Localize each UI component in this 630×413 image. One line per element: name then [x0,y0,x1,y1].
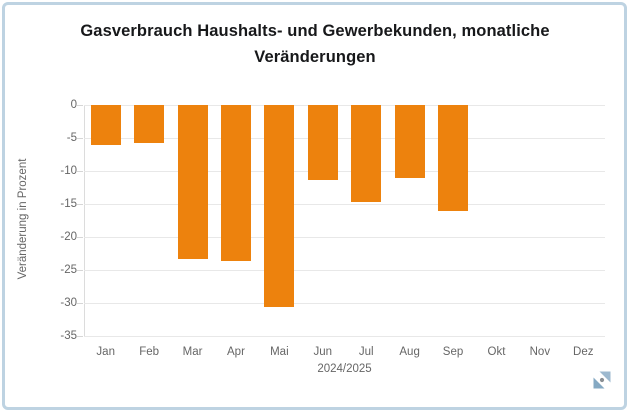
bar-jan[interactable] [90,105,121,145]
gridline [84,204,605,205]
bar-feb[interactable] [134,105,165,144]
plot-area [77,105,605,337]
x-tick-label-mai: Mai [270,346,289,358]
bar-aug[interactable] [394,105,425,178]
x-tick-label-dez: Dez [573,346,594,358]
x-tick-label-nov: Nov [529,346,551,358]
bar-jun[interactable] [307,105,338,180]
y-tick-label--5: -5 [66,132,77,144]
chart-title: Gasverbrauch Haushalts- und Gewerbekunde… [80,22,550,66]
x-tick-label-sep: Sep [442,346,464,358]
gridline [84,171,605,172]
x-tick-label-jan: Jan [96,346,115,358]
y-axis-tick [77,204,83,205]
y-tick-label-0: 0 [70,99,77,111]
bar-mai[interactable] [264,105,295,307]
bar-mar[interactable] [177,105,208,260]
x-tick-label-okt: Okt [487,346,506,358]
y-axis-tick [77,171,83,172]
y-tick-label--15: -15 [60,198,77,210]
x-tick-label-aug: Aug [399,346,420,358]
y-tick-label--35: -35 [60,330,77,342]
y-axis-tick [77,237,83,238]
y-axis-tick [77,303,83,304]
amcharts-logo-icon [592,370,612,390]
gridline [84,105,605,106]
x-axis-title: 2024/2025 [317,363,372,375]
y-tick-label--25: -25 [60,264,77,276]
y-axis-tick [77,105,83,106]
gridline [84,336,605,337]
bar-apr[interactable] [220,105,251,262]
bar-sep[interactable] [438,105,469,212]
y-tick-label--30: -30 [60,297,77,309]
amcharts-logo[interactable] [592,370,612,390]
gridline [84,270,605,271]
x-tick-label-feb: Feb [139,346,160,358]
y-axis-line [84,105,85,336]
y-axis-tick [77,270,83,271]
y-tick-label--20: -20 [60,231,77,243]
gridline [84,237,605,238]
y-axis-tick [77,138,83,139]
y-axis-title: Veränderung in Prozent [17,158,29,280]
x-tick-label-mar: Mar [182,346,203,358]
gridline [84,303,605,304]
bar-jul[interactable] [351,105,382,203]
x-tick-label-jun: Jun [313,346,333,358]
x-tick-label-apr: Apr [227,346,245,358]
x-tick-label-jul: Jul [358,346,374,358]
gridline [84,138,605,139]
y-axis-tick [77,336,83,337]
y-tick-label--10: -10 [60,165,77,177]
